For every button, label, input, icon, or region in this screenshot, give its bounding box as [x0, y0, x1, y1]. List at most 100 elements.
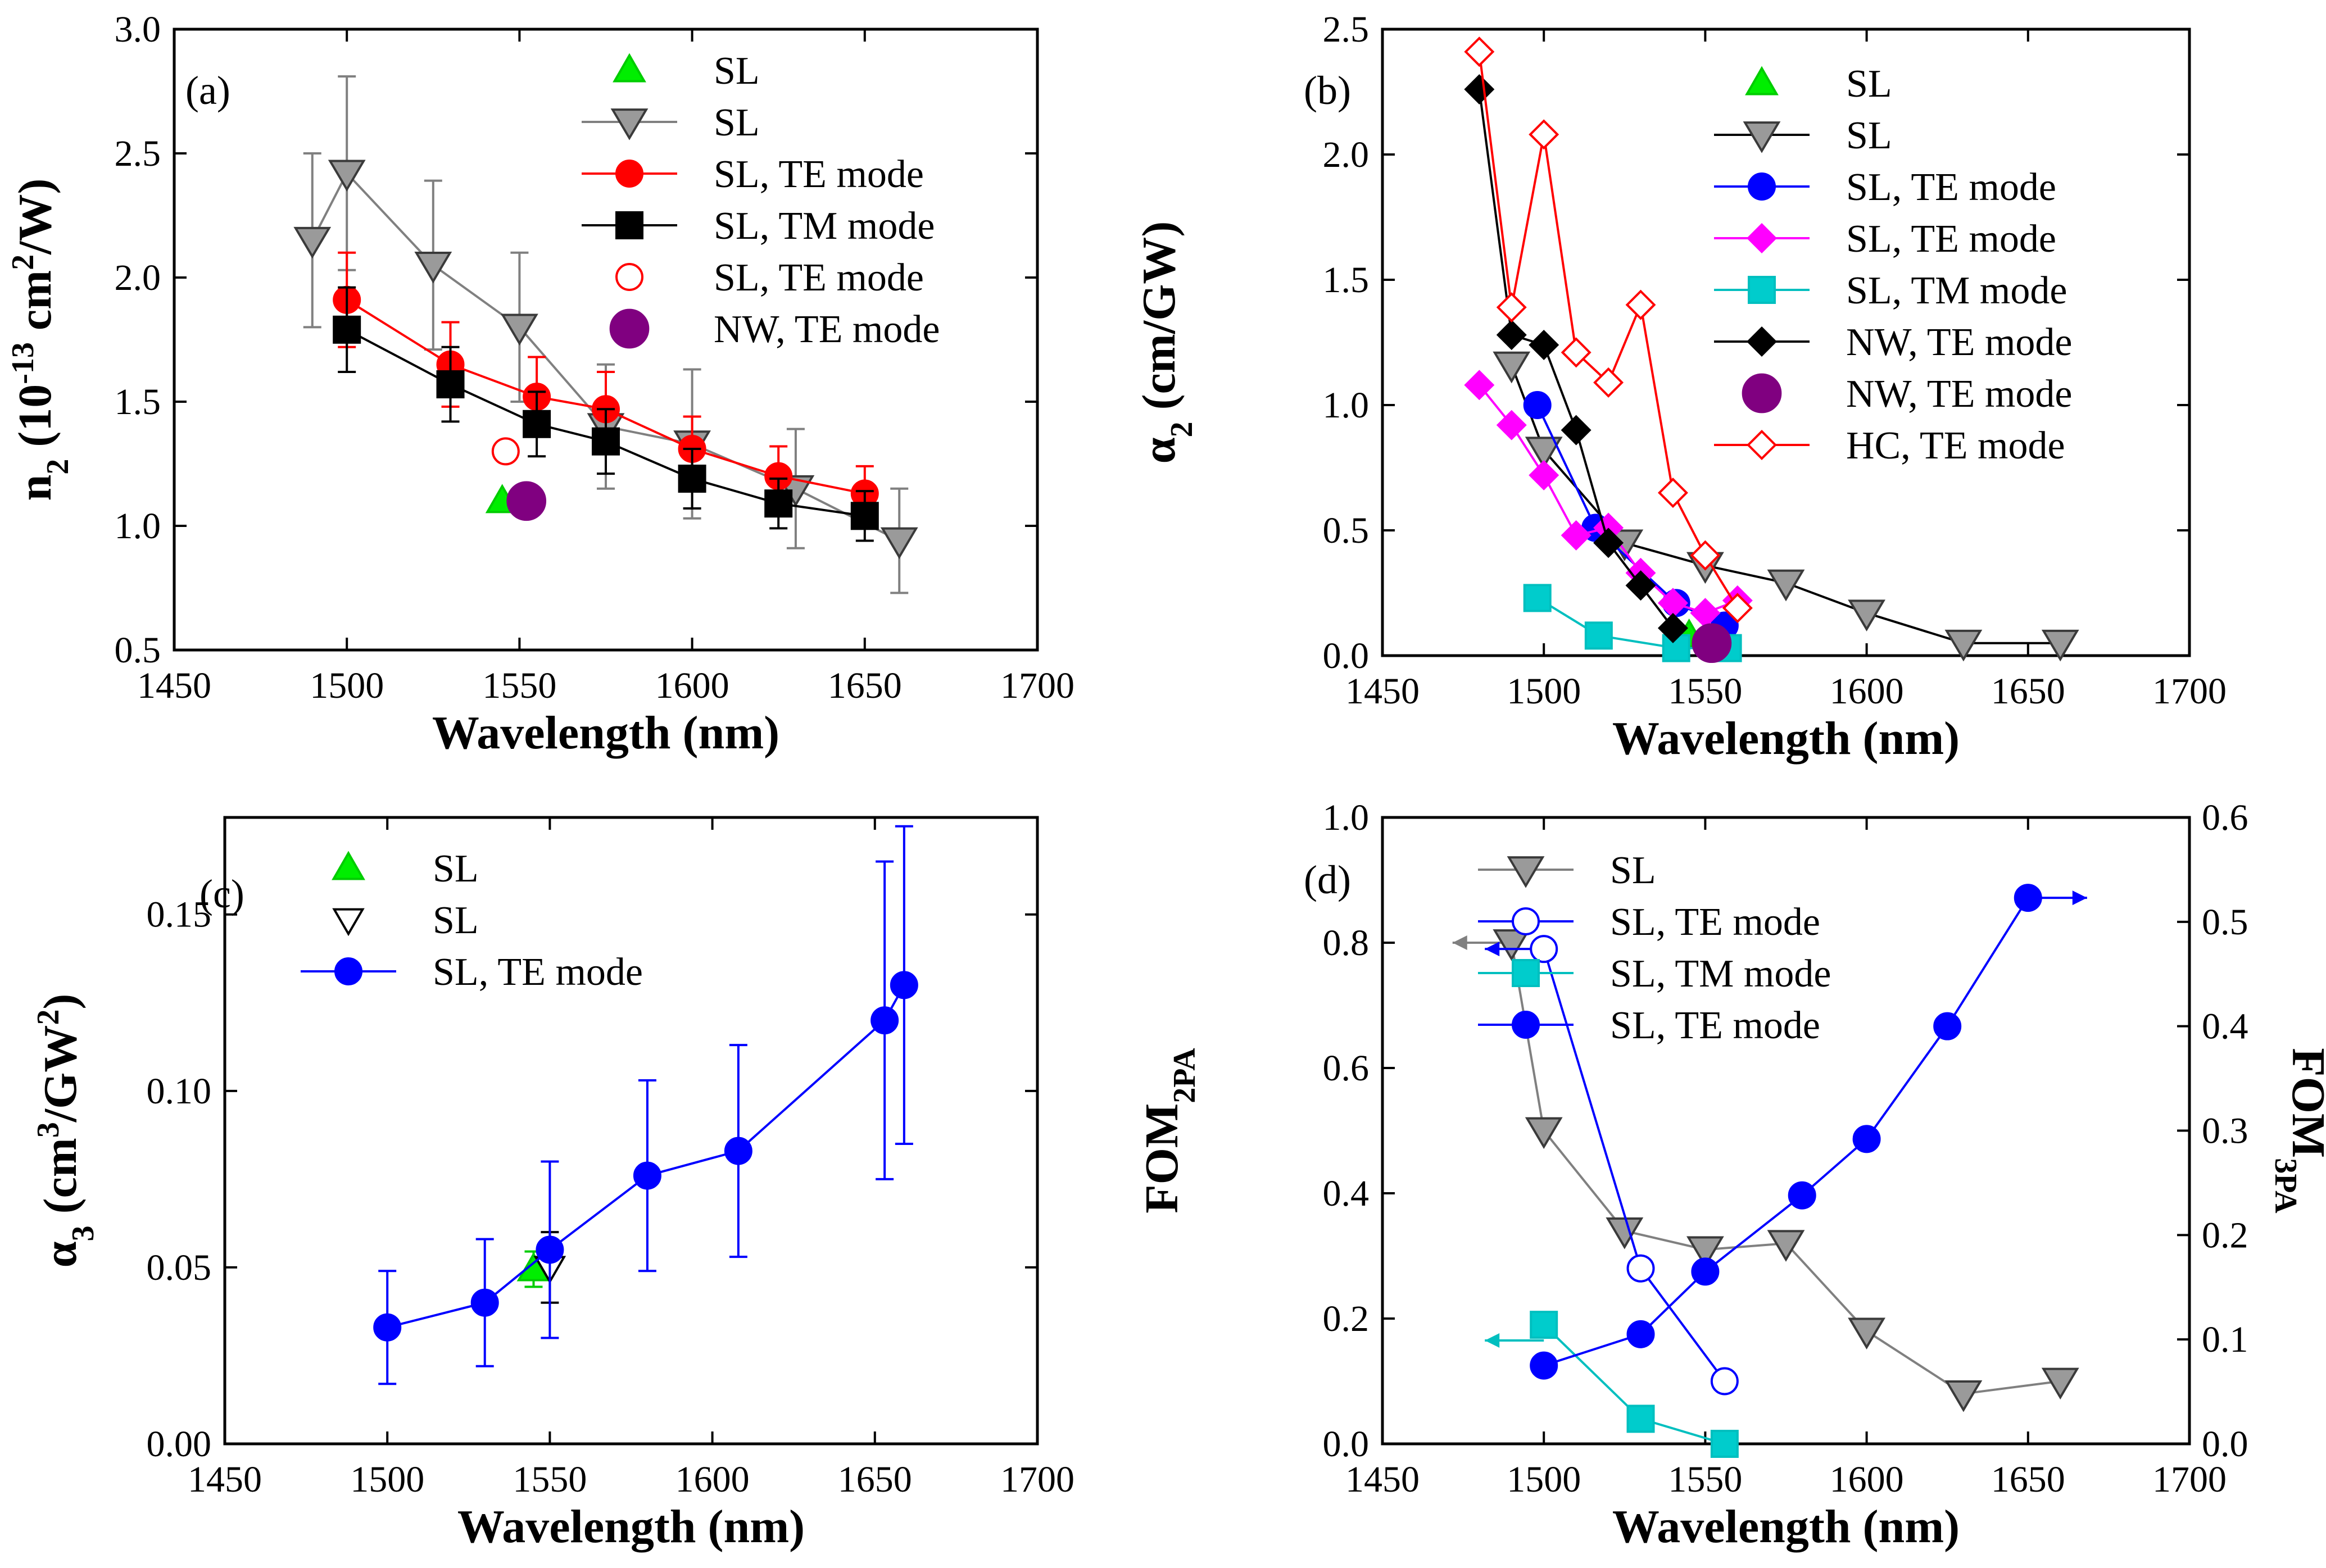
legend: SL SL, TE mode SL, TM mode SL, TE mode: [1478, 849, 1831, 1047]
legend-marker: [615, 263, 643, 291]
y-label-sup: 2: [31, 1010, 66, 1025]
y-label-sup: 2: [6, 254, 40, 270]
legend-label: SL, TE mode: [1846, 217, 2056, 261]
legend: SL SL SL, TE mode SL, TM mode SL, TE mode NW,…: [582, 49, 940, 351]
y-tick-label: 0.6: [1323, 1048, 1370, 1089]
data-point: [1690, 540, 1721, 571]
y-label-sub: 2: [1164, 422, 1199, 438]
data-point: [1493, 351, 1531, 384]
axis-arrow-head: [1485, 1333, 1500, 1348]
data-point: [1767, 1230, 1805, 1262]
plot-frame: [1381, 28, 2191, 657]
x-tick-label: 1550: [1668, 1459, 1742, 1500]
y-label-sub: 2: [40, 459, 75, 475]
axis-arrow-head: [2072, 890, 2087, 906]
x-tick-label: 1700: [1000, 665, 1074, 706]
x-tick-label: 1600: [1830, 671, 1904, 712]
data-point: [870, 1006, 899, 1035]
x-tick-label: 1550: [513, 1459, 587, 1500]
data-point: [491, 437, 520, 466]
y-tick-label: 2.5: [1323, 9, 1370, 50]
series-5: [506, 481, 547, 521]
axis-arrow-head: [1485, 942, 1500, 957]
legend-label: SL, TM mode: [1610, 952, 1831, 996]
y-tick-label: 1.0: [115, 506, 161, 547]
data-point: [1496, 410, 1527, 440]
x-tick-label: 1450: [1345, 671, 1420, 712]
data-point: [1657, 612, 1688, 643]
legend-marker: [1512, 1011, 1540, 1039]
legend-label: SL: [1610, 849, 1656, 892]
data-point: [1710, 1430, 1739, 1458]
x-tick-label: 1600: [675, 1459, 750, 1500]
data-point: [1788, 1181, 1816, 1210]
x-tick-label: 1450: [188, 1459, 262, 1500]
data-point: [333, 315, 361, 344]
data-point: [1530, 1351, 1558, 1380]
series-5: [1464, 74, 1688, 643]
y-tick-label: 0.00: [147, 1424, 212, 1465]
legend-label: SL: [433, 899, 479, 942]
data-point: [328, 160, 366, 192]
y2-tick-label: 0.4: [2202, 1006, 2248, 1047]
panel-label: (d): [1304, 857, 1351, 902]
data-point: [1944, 1380, 1983, 1412]
legend-label: SL, TM mode: [714, 204, 935, 248]
data-point: [1944, 629, 1983, 662]
data-point: [592, 427, 620, 456]
y-axis-label: FOM2PA: [1136, 1048, 1202, 1214]
y-tick-label: 0.05: [147, 1247, 212, 1288]
y-tick-label: 0.5: [115, 630, 161, 671]
y2-tick-label: 0.1: [2202, 1319, 2248, 1360]
legend-label: NW, TE mode: [1846, 372, 2072, 416]
legend-marker: [1747, 326, 1777, 357]
data-point: [1561, 337, 1592, 368]
data-point: [1561, 520, 1592, 551]
data-point: [1523, 584, 1552, 612]
y-label-main: FOM: [1136, 1103, 1188, 1214]
x-tick-label: 1650: [838, 1459, 912, 1500]
legend: SL SL SL, TE mode: [301, 847, 643, 994]
legend-marker: [1747, 430, 1777, 460]
data-point: [523, 410, 551, 438]
data-point: [1626, 1254, 1655, 1283]
y-label-main: n: [9, 475, 61, 501]
data-point: [880, 527, 918, 560]
y-tick-label: 1.0: [1323, 797, 1370, 838]
data-point: [506, 481, 547, 521]
legend-label: SL, TE mode: [714, 153, 924, 196]
data-point: [1852, 1125, 1881, 1153]
y2-label-sub: 3PA: [2268, 1158, 2303, 1214]
data-point: [1464, 74, 1495, 105]
y-axis-label: α2 (cm/GW): [1133, 221, 1199, 464]
data-point: [500, 313, 538, 346]
y-label-text: (cm/GW): [1133, 221, 1185, 422]
series-line: [387, 984, 905, 1329]
legend-marker: [1507, 856, 1545, 888]
series-1: [1485, 935, 1739, 1396]
series-2: [373, 825, 918, 1385]
y-tick-label: 0.10: [147, 1071, 212, 1112]
data-point: [1691, 1257, 1720, 1286]
series-3: [1530, 884, 2087, 1380]
panel-b: 1450 1500 1550 1600 1650 1700 0.0 0.5 1.0 1.5 2.0 2…: [1133, 9, 2227, 765]
legend-marker: [332, 851, 365, 880]
y-tick-label: 2.0: [115, 257, 161, 298]
legend-label: SL: [1846, 114, 1892, 157]
data-point: [1593, 367, 1624, 398]
legend-label: SL: [714, 49, 760, 93]
legend-marker: [609, 308, 650, 349]
y-label-sup: -13: [6, 342, 40, 384]
data-point: [1530, 935, 1558, 963]
y-label-sub: 3: [66, 1226, 101, 1242]
series-7: [1464, 37, 1753, 624]
x-tick-label: 1500: [1507, 671, 1581, 712]
legend-marker: [613, 53, 646, 83]
y-label-main: α: [1133, 437, 1185, 463]
y-axis-label: α3 (cm3/GW2): [31, 994, 101, 1268]
legend-label: SL, TE mode: [714, 256, 924, 299]
y-tick-label: 0.15: [147, 894, 212, 935]
data-point: [850, 502, 879, 530]
legend-marker: [610, 108, 649, 140]
data-point: [1464, 37, 1495, 67]
